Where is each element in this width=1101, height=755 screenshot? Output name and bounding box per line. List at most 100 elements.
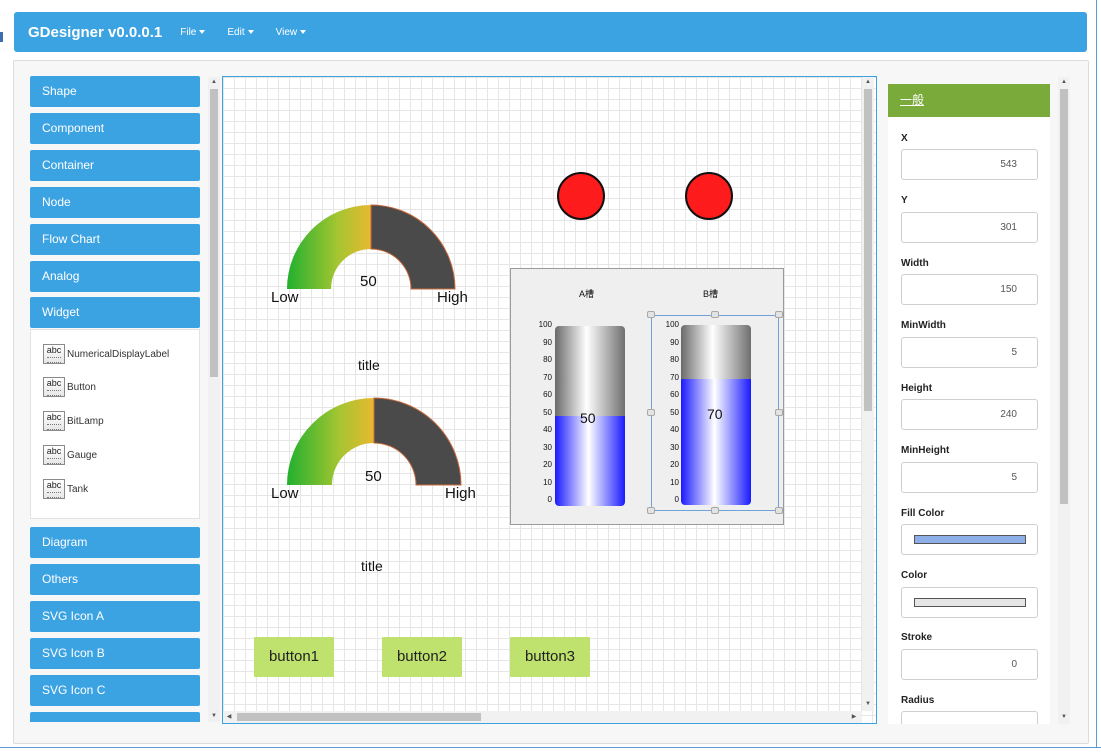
prop-radius-input[interactable] [901, 711, 1038, 724]
tick-label: 30 [670, 442, 679, 452]
palette-category-svg-icon-c[interactable]: SVG Icon C [30, 675, 200, 706]
property-panel-header[interactable]: 一般 [888, 84, 1050, 117]
prop-x-input[interactable]: 543 [901, 149, 1038, 180]
tick-label: 20 [543, 460, 552, 469]
bit-lamp[interactable] [685, 172, 733, 220]
prop-stroke-label: Stroke [901, 632, 933, 643]
palette-category-others[interactable]: Others [30, 564, 200, 595]
tick-label: 10 [543, 477, 552, 487]
resize-handle[interactable] [647, 507, 655, 514]
widget-item-gauge[interactable]: abc Gauge [43, 444, 97, 466]
scroll-up-arrow-icon[interactable]: ▲ [1061, 79, 1067, 85]
widget-item-label: Tank [67, 483, 89, 495]
scroll-right-arrow-icon[interactable]: ▶ [851, 714, 857, 720]
palette-category-analog[interactable]: Analog [30, 261, 200, 292]
canvas-vertical-scrollbar[interactable]: ▲ ▼ [862, 77, 874, 711]
prop-minheight-input[interactable]: 5 [901, 462, 1038, 493]
canvas-button-1[interactable]: button1 [254, 637, 334, 677]
resize-handle[interactable] [711, 311, 719, 318]
tank-empty-part [555, 326, 625, 416]
app-title[interactable]: GDesigner v0.0.0.1 [28, 23, 163, 41]
prop-fill-color-picker[interactable] [901, 524, 1038, 555]
gauge-widget[interactable] [287, 204, 457, 294]
gauge-fill-arc [287, 205, 371, 289]
prop-minwidth-input[interactable]: 5 [901, 337, 1038, 368]
tick-label: 80 [670, 355, 679, 364]
scroll-down-arrow-icon[interactable]: ▼ [1061, 714, 1067, 720]
prop-fill-color-label: Fill Color [901, 508, 945, 519]
gauge-title: title [361, 558, 383, 574]
canvas-hscroll-thumb[interactable] [237, 713, 481, 721]
tick-label: 70 [543, 372, 552, 382]
tick-label: 20 [670, 460, 679, 469]
menu-edit-label: Edit [227, 26, 245, 38]
fill-color-swatch [914, 535, 1026, 544]
resize-handle[interactable] [647, 409, 655, 416]
palette-category-component[interactable]: Component [30, 113, 200, 144]
scroll-left-arrow-icon[interactable]: ◀ [226, 714, 232, 720]
property-panel-scrollbar[interactable]: ▲ ▼ [1058, 77, 1070, 724]
tick-label: 90 [670, 337, 679, 347]
prop-minheight-label: MinHeight [901, 445, 950, 456]
gauge-remaining-arc [373, 397, 462, 486]
property-section-title: 一般 [900, 93, 925, 107]
palette-category-widget[interactable]: Widget [30, 297, 200, 328]
tick-label: 0 [674, 495, 679, 504]
canvas-horizontal-scrollbar[interactable]: ◀ ▶ [223, 711, 862, 723]
tank-b-value: 70 [707, 406, 723, 422]
menu-view[interactable]: View [276, 27, 307, 38]
tank-widget-group[interactable]: A槽 B槽 100 90 80 70 60 50 40 30 20 10 0 5… [510, 268, 784, 525]
scroll-up-arrow-icon[interactable]: ▲ [211, 79, 217, 85]
palette-category-shape[interactable]: Shape [30, 76, 200, 107]
canvas-button-2[interactable]: button2 [382, 637, 462, 677]
tick-label: 80 [543, 355, 552, 364]
resize-handle[interactable] [711, 507, 719, 514]
top-navbar: GDesigner v0.0.0.1 File Edit View [14, 12, 1087, 52]
tank-b-vessel [681, 325, 751, 505]
prop-width-input[interactable]: 150 [901, 274, 1038, 305]
caret-down-icon [247, 30, 254, 34]
abc-label-icon: abc [43, 411, 65, 431]
canvas-scrollbar-thumb[interactable] [864, 89, 872, 411]
palette-scrollbar-thumb[interactable] [210, 89, 218, 377]
gauge-widget[interactable] [287, 397, 462, 487]
scroll-up-arrow-icon[interactable]: ▲ [865, 79, 871, 85]
scroll-down-arrow-icon[interactable]: ▼ [211, 713, 217, 719]
palette-category-node[interactable]: Node [30, 187, 200, 218]
tick-label: 100 [538, 320, 552, 329]
canvas-button-3[interactable]: button3 [510, 637, 590, 677]
resize-handle[interactable] [775, 311, 783, 318]
design-canvas[interactable]: 50 Low High title 50 Low High title A槽 [222, 76, 877, 724]
resize-handle[interactable] [775, 409, 783, 416]
widget-item-tank[interactable]: abc Tank [43, 478, 88, 500]
gauge-high-label: High [445, 485, 476, 502]
prop-stroke-input[interactable]: 0 [901, 649, 1038, 680]
palette-category-svg-icon-b[interactable]: SVG Icon B [30, 638, 200, 669]
palette-category-svg-icon-a[interactable]: SVG Icon A [30, 601, 200, 632]
prop-color-picker[interactable] [901, 587, 1038, 618]
palette-category-diagram[interactable]: Diagram [30, 527, 200, 558]
property-scrollbar-thumb[interactable] [1060, 89, 1068, 504]
menu-file[interactable]: File [180, 27, 206, 38]
palette-category-container[interactable]: Container [30, 150, 200, 181]
scroll-down-arrow-icon[interactable]: ▼ [865, 701, 871, 707]
tick-label: 100 [665, 320, 679, 329]
prop-height-input[interactable]: 240 [901, 399, 1038, 430]
resize-handle[interactable] [775, 507, 783, 514]
window-right-border [1096, 0, 1097, 748]
widget-item-button[interactable]: abc Button [43, 376, 96, 398]
widget-item-bitlamp[interactable]: abc BitLamp [43, 410, 104, 432]
bit-lamp[interactable] [557, 172, 605, 220]
tank-a-value: 50 [580, 410, 596, 426]
palette-category-flow-chart[interactable]: Flow Chart [30, 224, 200, 255]
widget-item-numerical-display-label[interactable]: abc NumericalDisplayLabel [43, 343, 169, 365]
prop-y-label: Y [901, 195, 908, 206]
prop-y-input[interactable]: 301 [901, 212, 1038, 243]
menu-edit[interactable]: Edit [227, 26, 254, 38]
palette-scrollbar[interactable]: ▲ ▼ [208, 77, 220, 722]
palette-category-svg-icon-d[interactable]: SVG Icon D [30, 712, 200, 722]
tank-a-name: A槽 [579, 289, 595, 299]
resize-handle[interactable] [647, 311, 655, 318]
prop-minwidth-label: MinWidth [901, 320, 946, 331]
